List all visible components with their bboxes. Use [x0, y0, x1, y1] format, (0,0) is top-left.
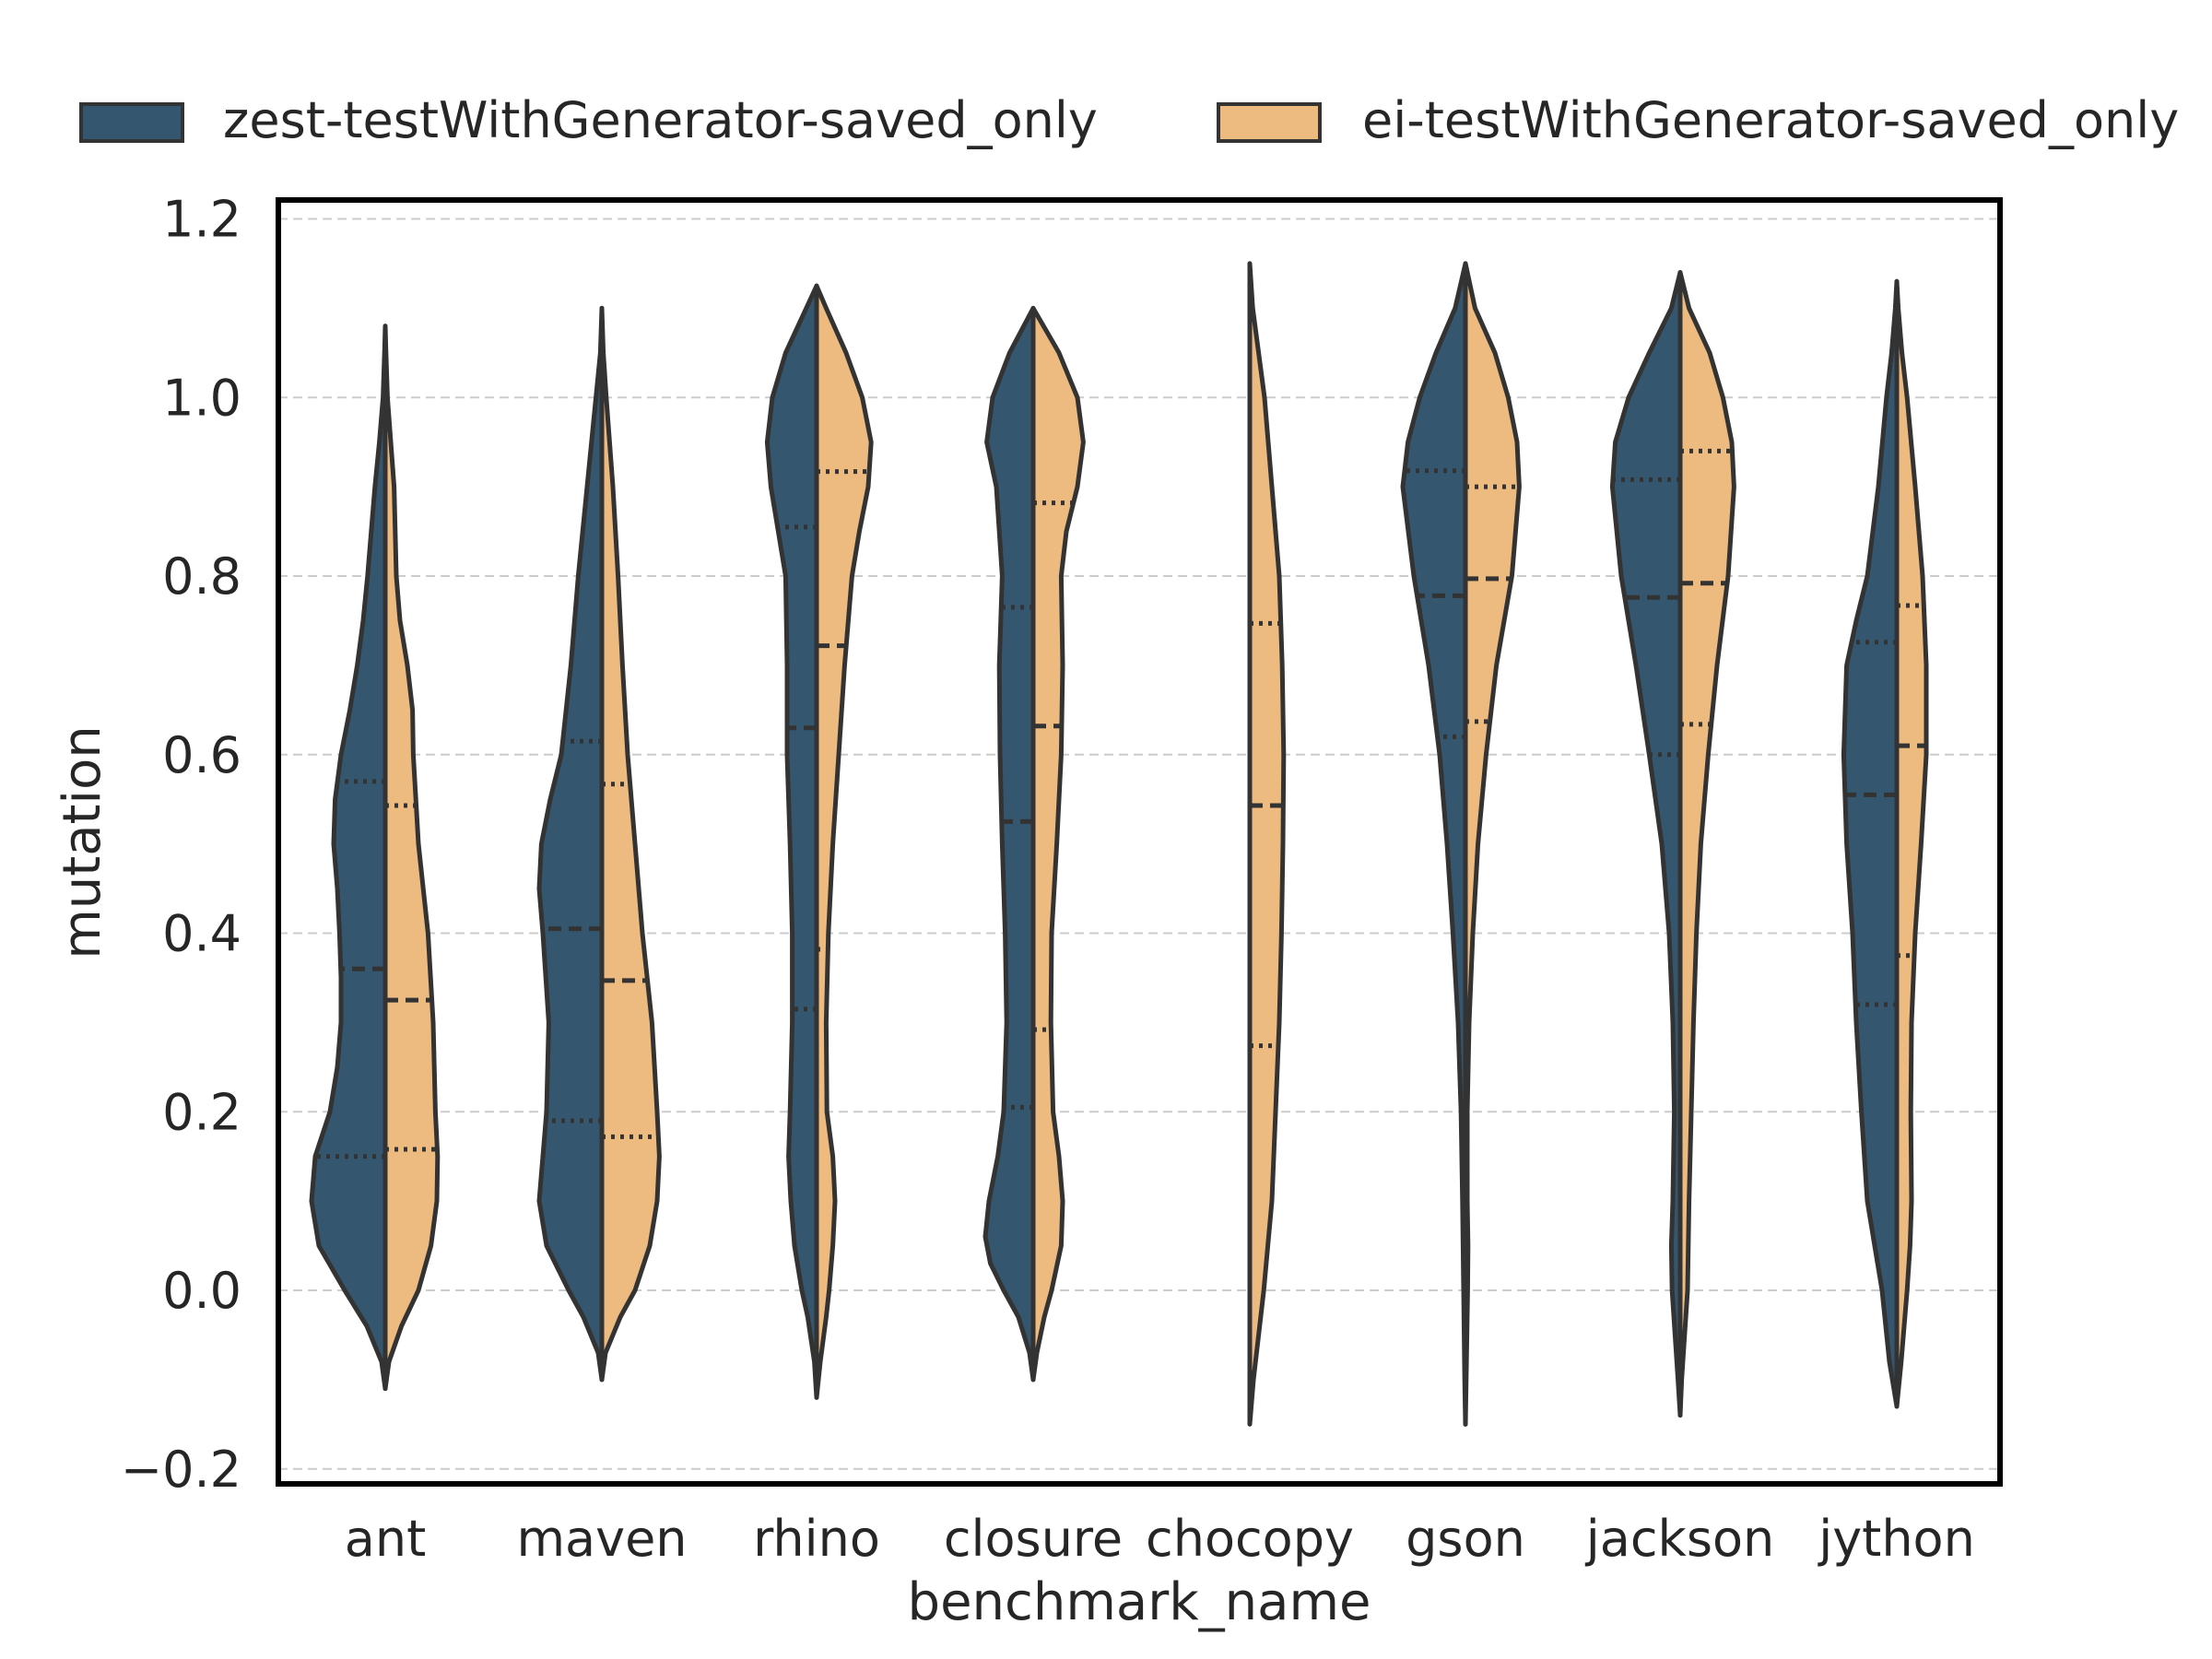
- violin-half: [1841, 278, 1900, 1409]
- y-tick-label: 0.4: [162, 905, 241, 963]
- x-tick-label: closure: [944, 1510, 1123, 1568]
- violin-half: [536, 305, 605, 1382]
- violin-half: [1677, 270, 1736, 1418]
- violin-half: [814, 283, 874, 1400]
- x-tick-label: chocopy: [1146, 1510, 1354, 1568]
- violin-half: [1609, 270, 1683, 1418]
- violin-half: [1894, 278, 1929, 1409]
- violin-half: [1247, 261, 1287, 1427]
- y-tick-label: 0.2: [162, 1083, 241, 1141]
- violin-half: [599, 305, 662, 1382]
- y-tick-label: 0.0: [162, 1262, 241, 1320]
- violin-half: [309, 324, 388, 1392]
- x-axis-label: benchmark_name: [908, 1572, 1371, 1632]
- violin-half: [382, 324, 441, 1392]
- legend-label: ei-testWithGenerator-saved_only: [1362, 91, 2179, 149]
- x-tick-label: rhino: [753, 1510, 880, 1568]
- legend-swatch: [1217, 102, 1322, 143]
- violin-half: [764, 283, 819, 1400]
- legend-swatch: [79, 102, 184, 143]
- x-tick-label: gson: [1406, 1510, 1525, 1568]
- y-tick-label: 1.2: [162, 191, 241, 249]
- violin-half: [982, 305, 1036, 1382]
- plot-frame: [276, 197, 2003, 1487]
- x-tick-label: jython: [1818, 1510, 1975, 1568]
- legend: zest-testWithGenerator-saved_only ei-tes…: [79, 91, 2179, 149]
- y-tick-label: 0.6: [162, 726, 241, 784]
- x-tick-label: maven: [516, 1510, 687, 1568]
- x-tick-labels: ant maven rhino closure chocopy gson jackson jy…: [345, 1510, 1975, 1568]
- y-axis-label: mutation: [53, 725, 112, 959]
- violin-half: [1463, 261, 1522, 1427]
- violin-half: [1030, 305, 1086, 1382]
- legend-label: zest-testWithGenerator-saved_only: [223, 91, 1098, 149]
- violin-half: [1400, 261, 1468, 1427]
- violins: [309, 261, 1929, 1427]
- y-tick-label: 0.8: [162, 547, 241, 606]
- x-tick-label: ant: [345, 1510, 427, 1568]
- x-tick-label: jackson: [1585, 1510, 1774, 1568]
- gridlines: [278, 218, 2000, 1470]
- y-tick-label: 1.0: [162, 369, 241, 427]
- y-tick-labels: −0.2 0.0 0.2 0.4 0.6 0.8 1.0 1.2: [121, 191, 241, 1499]
- y-tick-label: −0.2: [121, 1441, 241, 1499]
